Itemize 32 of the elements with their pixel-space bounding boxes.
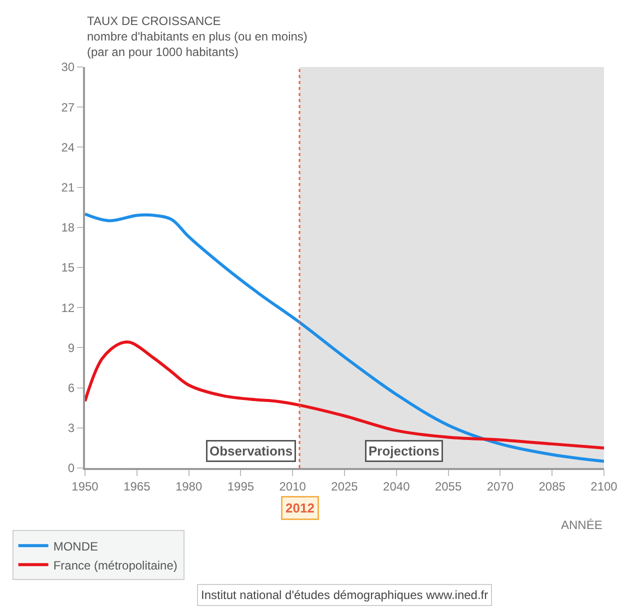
- annotation: Observations: [210, 444, 293, 458]
- x-tick-label: 2070: [486, 479, 514, 494]
- text: Institut national d'études démographiques www.ined.fr: [201, 588, 488, 602]
- x-tick-label: 1950: [72, 479, 99, 494]
- x-tick-label: 1995: [227, 479, 254, 494]
- x-tick-label: 2085: [538, 479, 566, 494]
- x-tick-label: 2010: [279, 479, 306, 494]
- y-tick-label: 12: [61, 300, 75, 315]
- y-axis-title: nombre d'habitants en plus (ou en moins) (par an pour 1000 habitants): [87, 30, 308, 60]
- x-tick-label: 1980: [175, 479, 202, 494]
- y-tick-label: 24: [61, 140, 75, 154]
- annotation: Projections: [368, 444, 440, 458]
- y-tick-label: 18: [61, 220, 75, 235]
- x-tick-label: 1965: [124, 479, 151, 494]
- y-tick-label: 15: [61, 260, 75, 275]
- y-tick-label: 9: [68, 340, 75, 355]
- legend-label: France (métropolitaine): [53, 558, 178, 572]
- x-axis-title: ANNÉE: [561, 518, 602, 532]
- line-series: [85, 212, 604, 463]
- x-tick-label: 2025: [331, 479, 358, 494]
- x-tick-label: 2040: [383, 479, 410, 494]
- y-tick-label: 3: [68, 421, 75, 436]
- y-tick-label: 27: [61, 100, 75, 114]
- x-tick-label: 2100: [590, 479, 618, 494]
- y-tick-label: 6: [68, 381, 75, 395]
- chart-title: TAUX DE CROISSANCE: [87, 14, 221, 28]
- ref-line-label: 2012: [286, 500, 314, 516]
- y-tick-label: 30: [61, 60, 75, 74]
- y-tick-label: 0: [68, 461, 75, 476]
- y-tick-label: 21: [61, 180, 75, 194]
- x-tick-label: 2055: [434, 479, 462, 494]
- legend-label: MONDE: [53, 539, 98, 554]
